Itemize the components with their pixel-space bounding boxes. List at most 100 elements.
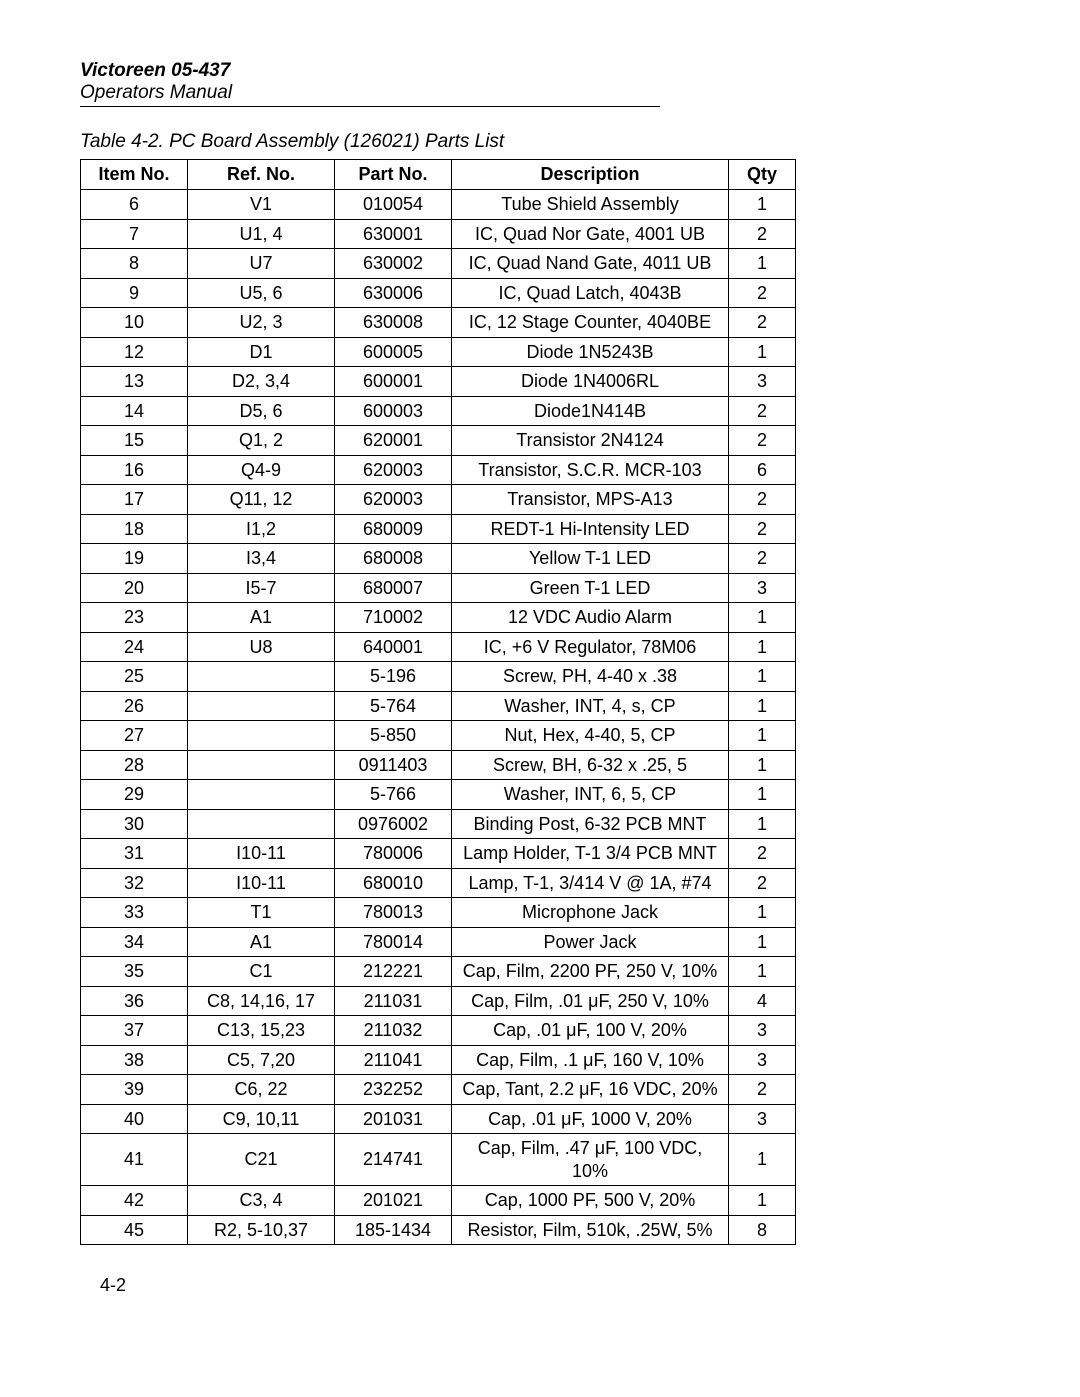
cell-item: 29 xyxy=(81,780,188,810)
cell-part: 640001 xyxy=(335,632,452,662)
table-row: 8U7630002IC, Quad Nand Gate, 4011 UB1 xyxy=(81,249,796,279)
cell-part: 630001 xyxy=(335,219,452,249)
cell-part: 630002 xyxy=(335,249,452,279)
cell-desc: Cap, .01 μF, 100 V, 20% xyxy=(452,1016,729,1046)
cell-qty: 2 xyxy=(729,868,796,898)
cell-ref: U1, 4 xyxy=(188,219,335,249)
cell-part: 780014 xyxy=(335,927,452,957)
cell-part: 710002 xyxy=(335,603,452,633)
cell-desc: Cap, Film, .01 μF, 250 V, 10% xyxy=(452,986,729,1016)
doc-title: Victoreen 05-437 xyxy=(80,60,660,82)
cell-ref xyxy=(188,809,335,839)
table-row: 17Q11, 12620003Transistor, MPS-A132 xyxy=(81,485,796,515)
cell-ref: V1 xyxy=(188,190,335,220)
cell-ref: U8 xyxy=(188,632,335,662)
page-header: Victoreen 05-437 Operators Manual xyxy=(80,60,660,107)
cell-qty: 3 xyxy=(729,1016,796,1046)
cell-item: 18 xyxy=(81,514,188,544)
cell-ref: C9, 10,11 xyxy=(188,1104,335,1134)
cell-desc: Nut, Hex, 4-40, 5, CP xyxy=(452,721,729,751)
cell-item: 30 xyxy=(81,809,188,839)
cell-ref: U7 xyxy=(188,249,335,279)
cell-qty: 1 xyxy=(729,1134,796,1186)
cell-item: 6 xyxy=(81,190,188,220)
cell-desc: Transistor, S.C.R. MCR-103 xyxy=(452,455,729,485)
cell-part: 600005 xyxy=(335,337,452,367)
table-caption: Table 4-2. PC Board Assembly (126021) Pa… xyxy=(80,131,1000,153)
cell-qty: 1 xyxy=(729,1186,796,1216)
cell-ref: I10-11 xyxy=(188,868,335,898)
table-row: 14D5, 6600003Diode1N414B2 xyxy=(81,396,796,426)
cell-item: 8 xyxy=(81,249,188,279)
cell-part: 780006 xyxy=(335,839,452,869)
cell-item: 16 xyxy=(81,455,188,485)
cell-qty: 1 xyxy=(729,898,796,928)
cell-desc: Binding Post, 6-32 PCB MNT xyxy=(452,809,729,839)
cell-qty: 1 xyxy=(729,632,796,662)
cell-part: 680007 xyxy=(335,573,452,603)
table-row: 295-766Washer, INT, 6, 5, CP1 xyxy=(81,780,796,810)
cell-item: 20 xyxy=(81,573,188,603)
cell-part: 600003 xyxy=(335,396,452,426)
cell-desc: Cap, Film, .47 μF, 100 VDC, 10% xyxy=(452,1134,729,1186)
table-row: 41C21214741Cap, Film, .47 μF, 100 VDC, 1… xyxy=(81,1134,796,1186)
cell-part: 211032 xyxy=(335,1016,452,1046)
cell-ref: C21 xyxy=(188,1134,335,1186)
cell-part: 620003 xyxy=(335,485,452,515)
table-row: 31I10-11780006Lamp Holder, T-1 3/4 PCB M… xyxy=(81,839,796,869)
table-body: 6V1010054Tube Shield Assembly17U1, 46300… xyxy=(81,190,796,1245)
cell-ref: D1 xyxy=(188,337,335,367)
cell-part: 5-196 xyxy=(335,662,452,692)
cell-desc: Transistor, MPS-A13 xyxy=(452,485,729,515)
cell-item: 15 xyxy=(81,426,188,456)
table-row: 37C13, 15,23211032Cap, .01 μF, 100 V, 20… xyxy=(81,1016,796,1046)
cell-part: 211031 xyxy=(335,986,452,1016)
cell-desc: REDT-1 Hi-Intensity LED xyxy=(452,514,729,544)
cell-ref: D2, 3,4 xyxy=(188,367,335,397)
cell-desc: Cap, .01 μF, 1000 V, 20% xyxy=(452,1104,729,1134)
cell-part: 680008 xyxy=(335,544,452,574)
cell-desc: IC, 12 Stage Counter, 4040BE xyxy=(452,308,729,338)
table-row: 265-764Washer, INT, 4, s, CP1 xyxy=(81,691,796,721)
table-row: 280911403Screw, BH, 6-32 x .25, 51 xyxy=(81,750,796,780)
cell-item: 33 xyxy=(81,898,188,928)
cell-qty: 1 xyxy=(729,337,796,367)
cell-ref: I1,2 xyxy=(188,514,335,544)
cell-item: 23 xyxy=(81,603,188,633)
cell-item: 17 xyxy=(81,485,188,515)
cell-item: 28 xyxy=(81,750,188,780)
cell-part: 0911403 xyxy=(335,750,452,780)
cell-item: 36 xyxy=(81,986,188,1016)
cell-qty: 1 xyxy=(729,780,796,810)
cell-part: 201031 xyxy=(335,1104,452,1134)
cell-item: 41 xyxy=(81,1134,188,1186)
table-row: 38C5, 7,20211041Cap, Film, .1 μF, 160 V,… xyxy=(81,1045,796,1075)
cell-part: 211041 xyxy=(335,1045,452,1075)
cell-ref: I10-11 xyxy=(188,839,335,869)
cell-item: 38 xyxy=(81,1045,188,1075)
cell-desc: Washer, INT, 4, s, CP xyxy=(452,691,729,721)
cell-desc: Washer, INT, 6, 5, CP xyxy=(452,780,729,810)
cell-desc: IC, +6 V Regulator, 78M06 xyxy=(452,632,729,662)
cell-desc: Green T-1 LED xyxy=(452,573,729,603)
cell-desc: Cap, Tant, 2.2 μF, 16 VDC, 20% xyxy=(452,1075,729,1105)
col-header-item: Item No. xyxy=(81,160,188,190)
cell-part: 5-764 xyxy=(335,691,452,721)
cell-item: 37 xyxy=(81,1016,188,1046)
col-header-qty: Qty xyxy=(729,160,796,190)
cell-ref: D5, 6 xyxy=(188,396,335,426)
cell-part: 630008 xyxy=(335,308,452,338)
table-row: 23A171000212 VDC Audio Alarm1 xyxy=(81,603,796,633)
cell-qty: 2 xyxy=(729,426,796,456)
cell-desc: IC, Quad Latch, 4043B xyxy=(452,278,729,308)
cell-item: 42 xyxy=(81,1186,188,1216)
cell-item: 19 xyxy=(81,544,188,574)
cell-qty: 4 xyxy=(729,986,796,1016)
cell-ref xyxy=(188,662,335,692)
cell-part: 212221 xyxy=(335,957,452,987)
cell-item: 10 xyxy=(81,308,188,338)
table-row: 36C8, 14,16, 17211031Cap, Film, .01 μF, … xyxy=(81,986,796,1016)
cell-qty: 1 xyxy=(729,957,796,987)
cell-ref: U5, 6 xyxy=(188,278,335,308)
table-row: 6V1010054Tube Shield Assembly1 xyxy=(81,190,796,220)
